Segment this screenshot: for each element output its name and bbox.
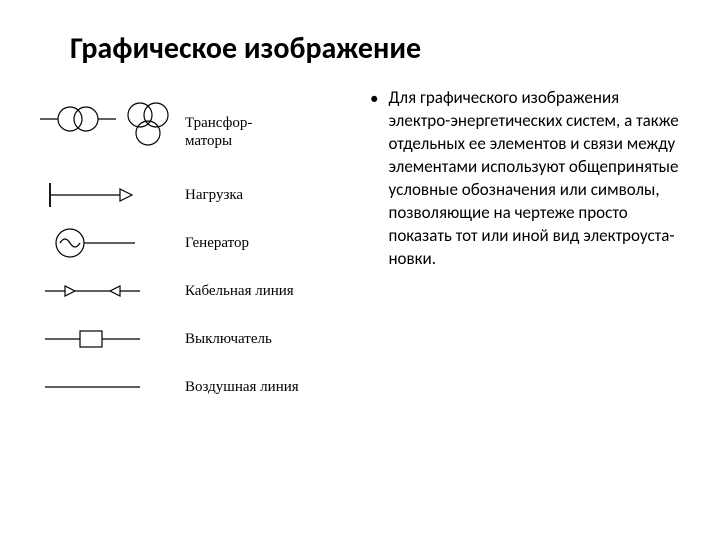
symbol-row-cable-line: Кабельная линия <box>40 271 350 311</box>
transformer-symbol-icon <box>40 97 180 167</box>
content-container: Трансфор- маторы Нагрузка Генератор <box>40 87 680 415</box>
symbol-row-overhead-line: Воздушная линия <box>40 367 350 407</box>
overhead-line-label: Воздушная линия <box>185 378 299 396</box>
switch-label: Выключатель <box>185 330 272 348</box>
symbol-row-transformers: Трансфор- маторы <box>40 97 350 167</box>
load-symbol-icon <box>40 175 180 215</box>
generator-symbol-icon <box>40 223 180 263</box>
description-block: • Для графического изображения электро-э… <box>370 87 680 271</box>
page-title: Графическое изображение <box>70 30 680 67</box>
symbol-row-load: Нагрузка <box>40 175 350 215</box>
cable-line-label: Кабельная линия <box>185 282 294 300</box>
load-label: Нагрузка <box>185 186 243 204</box>
transformer-label: Трансфор- маторы <box>185 114 252 150</box>
switch-symbol-icon <box>40 324 180 354</box>
bullet-marker: • <box>370 87 378 111</box>
cable-line-symbol-icon <box>40 276 180 306</box>
description-text: Для графического изображения электро-эне… <box>388 87 680 271</box>
description-column: • Для графического изображения электро-э… <box>370 87 680 415</box>
symbol-row-switch: Выключатель <box>40 319 350 359</box>
symbols-column: Трансфор- маторы Нагрузка Генератор <box>40 87 350 415</box>
symbol-row-generator: Генератор <box>40 223 350 263</box>
generator-label: Генератор <box>185 234 249 252</box>
overhead-line-symbol-icon <box>40 377 180 397</box>
